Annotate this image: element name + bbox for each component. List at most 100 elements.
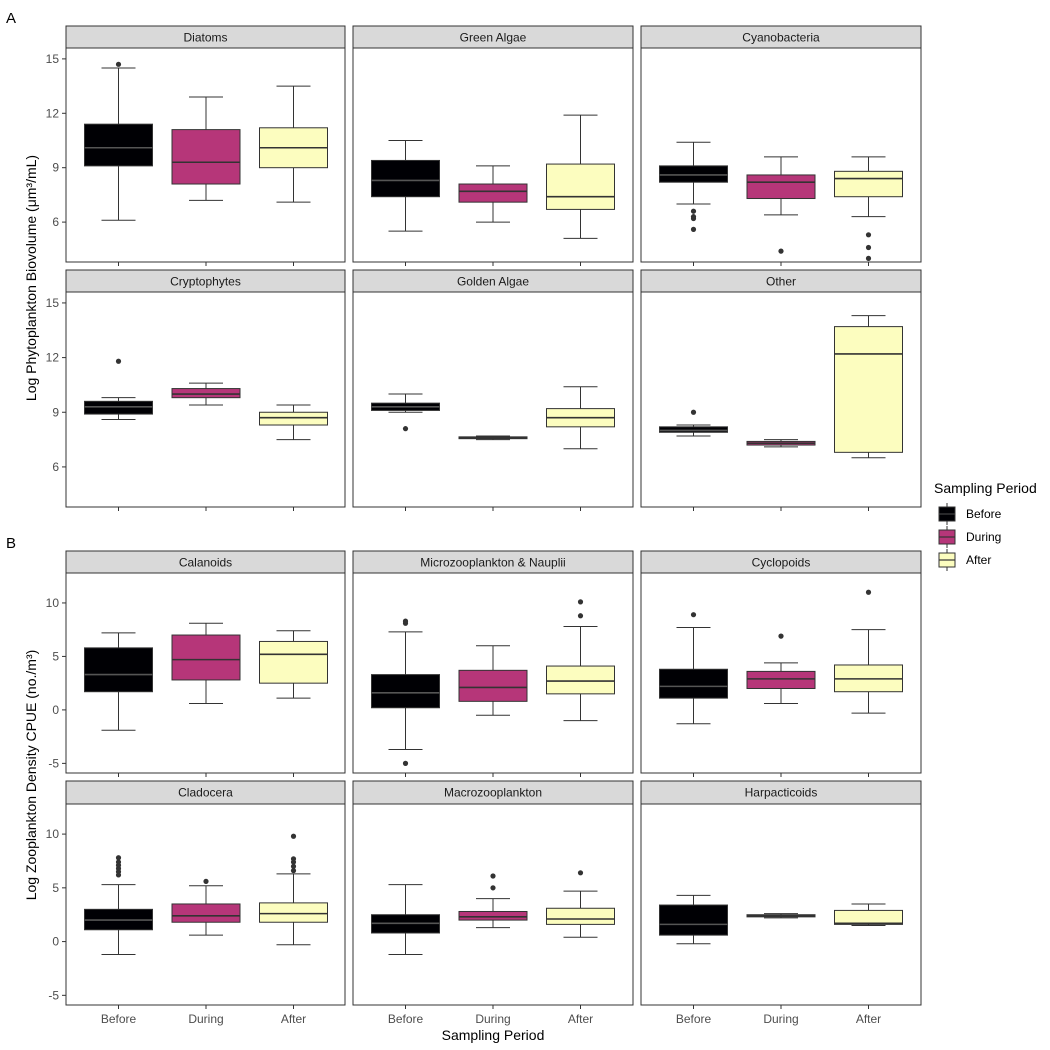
y-tick-label: 10	[46, 596, 60, 610]
facet-title: Cyanobacteria	[742, 31, 820, 45]
legend: Sampling Period Before During After	[934, 480, 1037, 571]
box-during	[746, 156, 816, 254]
outlier-point	[115, 855, 122, 861]
y-tick-label: -5	[48, 988, 59, 1002]
facet-title: Calanoids	[179, 556, 232, 570]
x-tick-label: During	[763, 1012, 798, 1026]
box-before	[659, 409, 728, 437]
outlier-point	[577, 613, 584, 619]
outlier-point	[290, 856, 297, 862]
outlier-point	[690, 215, 697, 222]
box-iqr	[259, 411, 328, 426]
facet-cryptophytes: Cryptophytes 6 9 12 15	[46, 269, 346, 511]
x-tick-label: After	[281, 1012, 306, 1026]
box-after	[834, 903, 903, 926]
box-iqr	[546, 665, 615, 695]
x-axis-title: Sampling Period	[442, 1027, 545, 1043]
legend-title: Sampling Period	[934, 480, 1037, 496]
x-tick-label: Before	[676, 1012, 712, 1026]
box-during	[458, 645, 528, 716]
facet-title: Microzooplankton & Nauplii	[420, 556, 565, 570]
box-during	[746, 633, 816, 704]
outlier-point	[865, 589, 872, 595]
outlier-point	[402, 760, 409, 766]
x-tick-label: After	[856, 1012, 881, 1026]
box-after	[546, 870, 615, 938]
x-tick-label: After	[568, 1012, 593, 1026]
box-iqr	[458, 669, 528, 702]
box-iqr	[659, 904, 728, 936]
box-iqr	[259, 902, 328, 923]
outlier-point	[690, 612, 697, 618]
box-before	[371, 618, 440, 766]
outlier-point	[290, 833, 297, 839]
facet-panel	[352, 291, 634, 508]
facet-title: Cryptophytes	[170, 275, 241, 289]
y-tick-label: 0	[52, 703, 59, 717]
box-iqr	[371, 674, 440, 709]
facet-cyclopoids: Cyclopoids	[640, 550, 922, 777]
box-before	[371, 393, 440, 432]
x-tick-label: Before	[388, 1012, 424, 1026]
box-iqr	[834, 326, 903, 453]
y-tick-label: 12	[46, 106, 60, 120]
box-during	[171, 96, 241, 201]
facet-panel	[640, 47, 922, 263]
y-tick-label: 9	[52, 161, 59, 175]
box-iqr	[659, 668, 728, 699]
box-before	[84, 61, 153, 221]
y-tick-label: 5	[52, 881, 59, 895]
facet-green-algae: Green Algae	[352, 25, 634, 266]
legend-label-after: After	[966, 553, 991, 567]
box-after	[546, 386, 615, 450]
box-before	[84, 855, 153, 955]
facet-macrozooplankton: Macrozooplankton Before During After	[352, 780, 634, 1026]
box-iqr	[659, 165, 728, 183]
box-iqr	[746, 174, 816, 200]
facet-other: Other	[640, 269, 922, 511]
outlier-point	[402, 618, 409, 624]
box-after	[259, 630, 328, 699]
box-during	[458, 435, 528, 441]
outlier-point	[115, 859, 122, 865]
facet-cyanobacteria: Cyanobacteria	[640, 25, 922, 266]
outlier-point	[865, 244, 872, 251]
box-iqr	[84, 123, 153, 167]
facet-title: Diatoms	[183, 31, 227, 45]
box-during	[171, 878, 241, 936]
outlier-point	[577, 599, 584, 605]
box-iqr	[834, 170, 903, 198]
y-tick-label: -5	[48, 756, 59, 770]
box-during	[746, 913, 816, 919]
box-iqr	[458, 910, 528, 921]
box-during	[746, 439, 816, 448]
outlier-point	[115, 61, 122, 67]
panel-label-b: B	[6, 535, 16, 552]
outlier-point	[865, 232, 872, 238]
facet-panel	[352, 47, 634, 263]
x-tick-label: Before	[101, 1012, 137, 1026]
box-before	[371, 139, 440, 232]
facet-title: Green Algae	[460, 31, 527, 45]
facet-title: Other	[766, 275, 796, 289]
box-after	[834, 156, 903, 261]
box-before	[84, 358, 153, 421]
box-iqr	[171, 903, 241, 923]
x-tick-label: During	[188, 1012, 223, 1026]
y-tick-label: 6	[52, 460, 59, 474]
y-tick-label: 9	[52, 405, 59, 419]
y-tick-label: 6	[52, 215, 59, 229]
outlier-point	[865, 255, 872, 261]
chart-area: Diatoms 6 9 12 15 Green Algae Cyanobacteria Cry…	[46, 25, 922, 1026]
facet-title: Harpacticoids	[745, 786, 818, 800]
box-before	[84, 632, 153, 731]
box-before	[371, 884, 440, 955]
box-after	[546, 599, 615, 722]
outlier-point	[778, 248, 784, 254]
outlier-point	[690, 226, 697, 232]
legend-item-after: After	[938, 549, 991, 571]
box-iqr	[171, 634, 241, 681]
box-during	[458, 165, 528, 223]
box-iqr	[171, 129, 241, 185]
facet-golden-algae: Golden Algae	[352, 269, 634, 511]
